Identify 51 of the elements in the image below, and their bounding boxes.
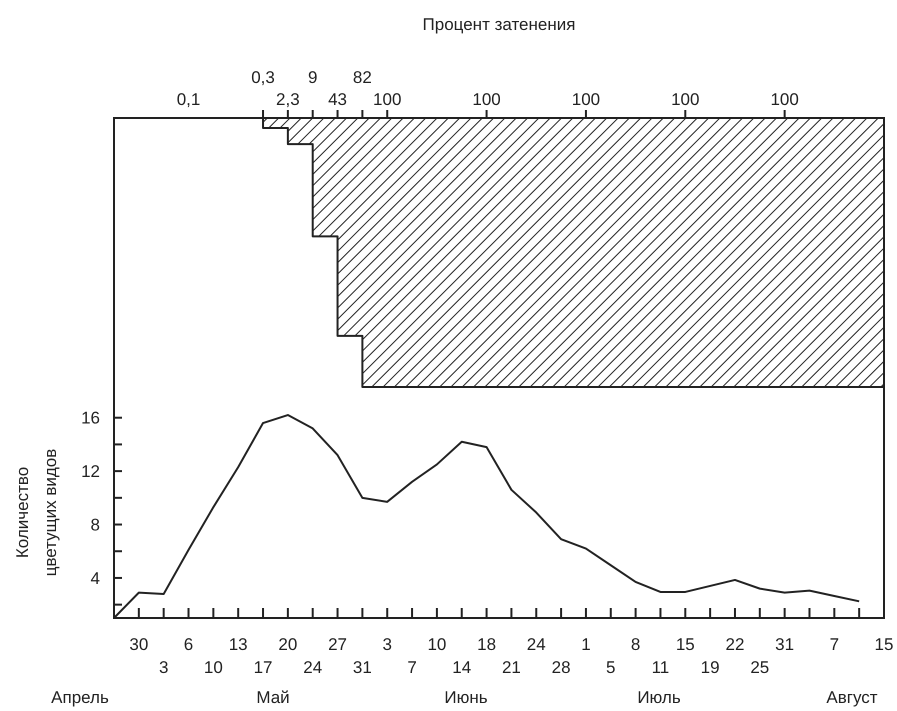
x-tick-label: 100 [373,90,402,109]
x-tick-label: 14 [452,658,472,677]
x-tick-label: 9 [308,68,318,87]
text: Апрель [51,688,109,707]
x-tick-label: 1 [581,635,591,654]
x-tick-label: 10 [204,658,223,677]
x-tick-label: 15 [874,635,894,654]
y-tick-label: 4 [90,568,100,588]
y-tick-label: 12 [81,462,100,482]
x-tick-label: 24 [303,658,322,677]
x-tick-label: 100 [572,90,600,109]
x-tick-label: 24 [526,635,546,654]
x-tick-label: 31 [775,635,794,654]
text: Июнь [444,688,488,707]
text: Август [826,688,878,707]
x-tick-label: 100 [770,90,799,109]
x-tick-label: 7 [407,658,417,677]
x-tick-label: 0,1 [176,90,200,109]
y-tick-label: 8 [90,516,100,535]
x-tick-label: 8 [630,635,640,654]
x-tick-label: 30 [129,635,148,654]
x-tick-label: 3 [382,635,392,654]
x-tick-label: 7 [830,635,840,654]
x-tick-label: 0,3 [251,68,275,87]
text: Июль [637,688,681,707]
y-axis-title: Количество цветущих видов [13,448,60,576]
x-tick-label: 43 [328,90,348,109]
x-tick-label: 6 [184,635,194,654]
x-tick-label: 82 [352,68,372,87]
x-tick-label: 13 [228,635,248,654]
x-tick-label: 31 [352,658,372,677]
x-tick-label: 100 [671,90,700,109]
x-tick-label: 2,3 [276,90,300,109]
x-tick-label: 22 [726,635,744,654]
y-tick-label: 16 [81,408,100,428]
x-tick-label: 5 [606,658,616,677]
x-tick-label: 20 [278,635,298,654]
x-tick-label: 18 [477,635,496,654]
x-tick-label: 10 [427,635,446,654]
x-tick-label: 3 [158,658,168,677]
x-tick-label: 28 [552,658,571,677]
chart-title: Процент затенения [422,15,576,34]
x-tick-label: 15 [676,635,695,654]
text: Май [256,688,290,707]
x-tick-label: 11 [652,658,670,677]
x-tick-label: 17 [254,658,272,677]
x-tick-label: 19 [700,658,720,677]
x-tick-label: 21 [502,658,521,677]
x-tick-label: 27 [328,635,348,654]
x-tick-label: 25 [750,658,770,677]
x-tick-label: 100 [472,90,501,109]
